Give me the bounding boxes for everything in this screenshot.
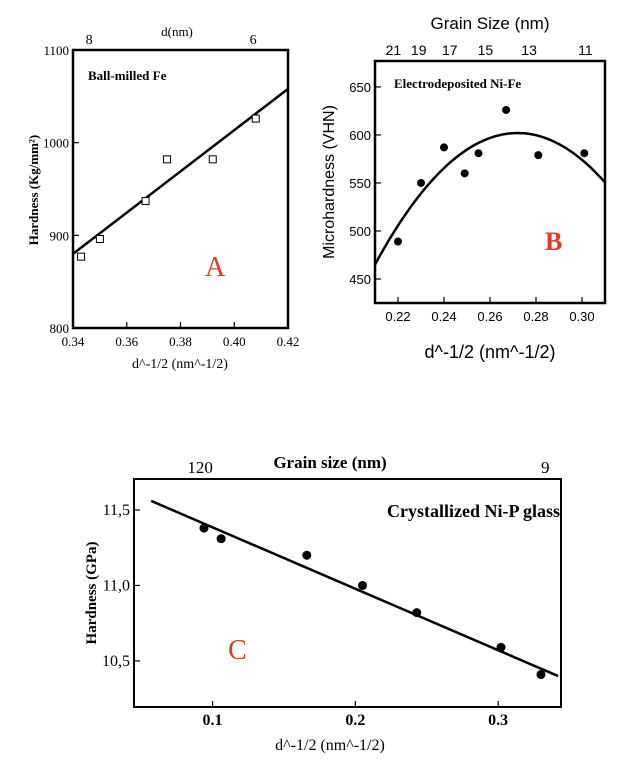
panel-b: 0.22 0.24 0.26 0.28 0.30 450 500 550 600 650 21 19 1… xyxy=(321,14,607,362)
data-point xyxy=(474,149,483,158)
data-point xyxy=(141,197,150,206)
plot-frame xyxy=(133,478,562,708)
x-tick-label: 0.38 xyxy=(169,334,192,349)
plot-frame xyxy=(71,48,290,330)
top-tick-label: 21 xyxy=(386,42,402,58)
y-axis-label: Microhardness (VHN) xyxy=(321,105,338,259)
x-tick-label: 0.22 xyxy=(385,309,410,324)
y-tick-label: 550 xyxy=(349,176,371,191)
y-tick-label: 11,0 xyxy=(103,577,130,594)
panel-a: 0.34 0.36 0.38 0.40 0.42 800 900 1000 1100 8 6 d(nm… xyxy=(26,24,299,372)
data-point xyxy=(460,169,469,178)
y-tick-label: 900 xyxy=(50,228,70,243)
y-tick-label: 600 xyxy=(349,128,371,143)
y-tick-label: 650 xyxy=(349,80,371,95)
y-tick-label: 450 xyxy=(349,272,371,287)
x-tick-label: 0.42 xyxy=(277,334,300,349)
x-tick-label: 0.40 xyxy=(223,334,246,349)
data-point xyxy=(199,523,209,533)
top-tick-label: 13 xyxy=(521,42,537,58)
fit-line xyxy=(150,499,559,678)
top-axis-label: d(nm) xyxy=(161,24,193,39)
data-point xyxy=(440,143,448,152)
x-tick-label: 0.34 xyxy=(62,334,85,349)
x-axis-label: d^-1/2 (nm^-1/2) xyxy=(275,737,385,754)
plot-frame xyxy=(373,59,607,305)
data-point xyxy=(496,642,506,652)
chart-title: Ball-milled Fe xyxy=(88,68,167,83)
x-tick-label: 0.1 xyxy=(203,712,223,729)
data-point xyxy=(95,235,104,244)
data-point xyxy=(216,534,226,544)
panel-letter-b: B xyxy=(545,227,562,256)
panel-letter-a: A xyxy=(205,252,226,283)
data-point xyxy=(208,155,217,164)
x-tick-label: 0.24 xyxy=(431,309,456,324)
data-point xyxy=(536,670,546,680)
panel-letter-c: C xyxy=(228,635,247,666)
chart-title: Crystallized Ni-P glass xyxy=(387,501,560,521)
data-point xyxy=(502,105,511,114)
y-tick-label: 1000 xyxy=(43,136,69,151)
top-tick-label: 15 xyxy=(478,42,494,58)
data-point xyxy=(580,149,589,158)
x-tick-label: 0.26 xyxy=(477,309,502,324)
x-tick-label: 0.30 xyxy=(569,309,594,324)
data-point xyxy=(394,237,402,246)
fit-curve xyxy=(373,131,606,266)
x-tick-label: 0.3 xyxy=(488,712,508,729)
top-tick-label: 9 xyxy=(541,458,550,477)
x-tick-label: 0.28 xyxy=(523,309,548,324)
data-point xyxy=(163,155,172,164)
y-tick-label: 800 xyxy=(50,321,70,336)
data-point xyxy=(534,151,543,160)
top-axis-label: Grain Size (nm) xyxy=(430,14,549,33)
fit-line xyxy=(72,87,289,255)
data-point xyxy=(357,580,367,590)
top-tick-label: 8 xyxy=(86,33,93,48)
data-point xyxy=(77,252,86,261)
x-axis-label: d^-1/2 (nm^-1/2) xyxy=(425,342,556,362)
chart-title: Electrodeposited Ni-Fe xyxy=(394,76,521,91)
y-tick-label: 11,5 xyxy=(103,502,130,519)
x-tick-label: 0.36 xyxy=(115,334,138,349)
top-tick-label: 17 xyxy=(442,42,458,58)
top-tick-label: 11 xyxy=(578,42,593,58)
data-point xyxy=(417,178,425,187)
top-tick-label: 6 xyxy=(250,33,257,48)
y-axis-label: Hardness (GPa) xyxy=(84,542,100,645)
top-tick-label: 120 xyxy=(187,458,213,477)
y-tick-label: 500 xyxy=(349,224,371,239)
panel-c: 0.1 0.2 0.3 10,5 11,0 11,5 120 9 Grain size (nm)… xyxy=(84,453,562,754)
top-axis-label: Grain size (nm) xyxy=(273,453,386,472)
y-tick-label: 1100 xyxy=(43,43,69,58)
x-axis-label: d^-1/2 (nm^-1/2) xyxy=(132,357,228,372)
data-point xyxy=(251,114,260,123)
x-tick-label: 0.2 xyxy=(345,712,365,729)
y-axis-label: Hardness (Kg/mm²) xyxy=(26,135,41,245)
data-point xyxy=(302,550,312,560)
y-tick-label: 10,5 xyxy=(102,653,130,670)
top-tick-label: 19 xyxy=(411,42,427,58)
data-point xyxy=(412,608,422,618)
